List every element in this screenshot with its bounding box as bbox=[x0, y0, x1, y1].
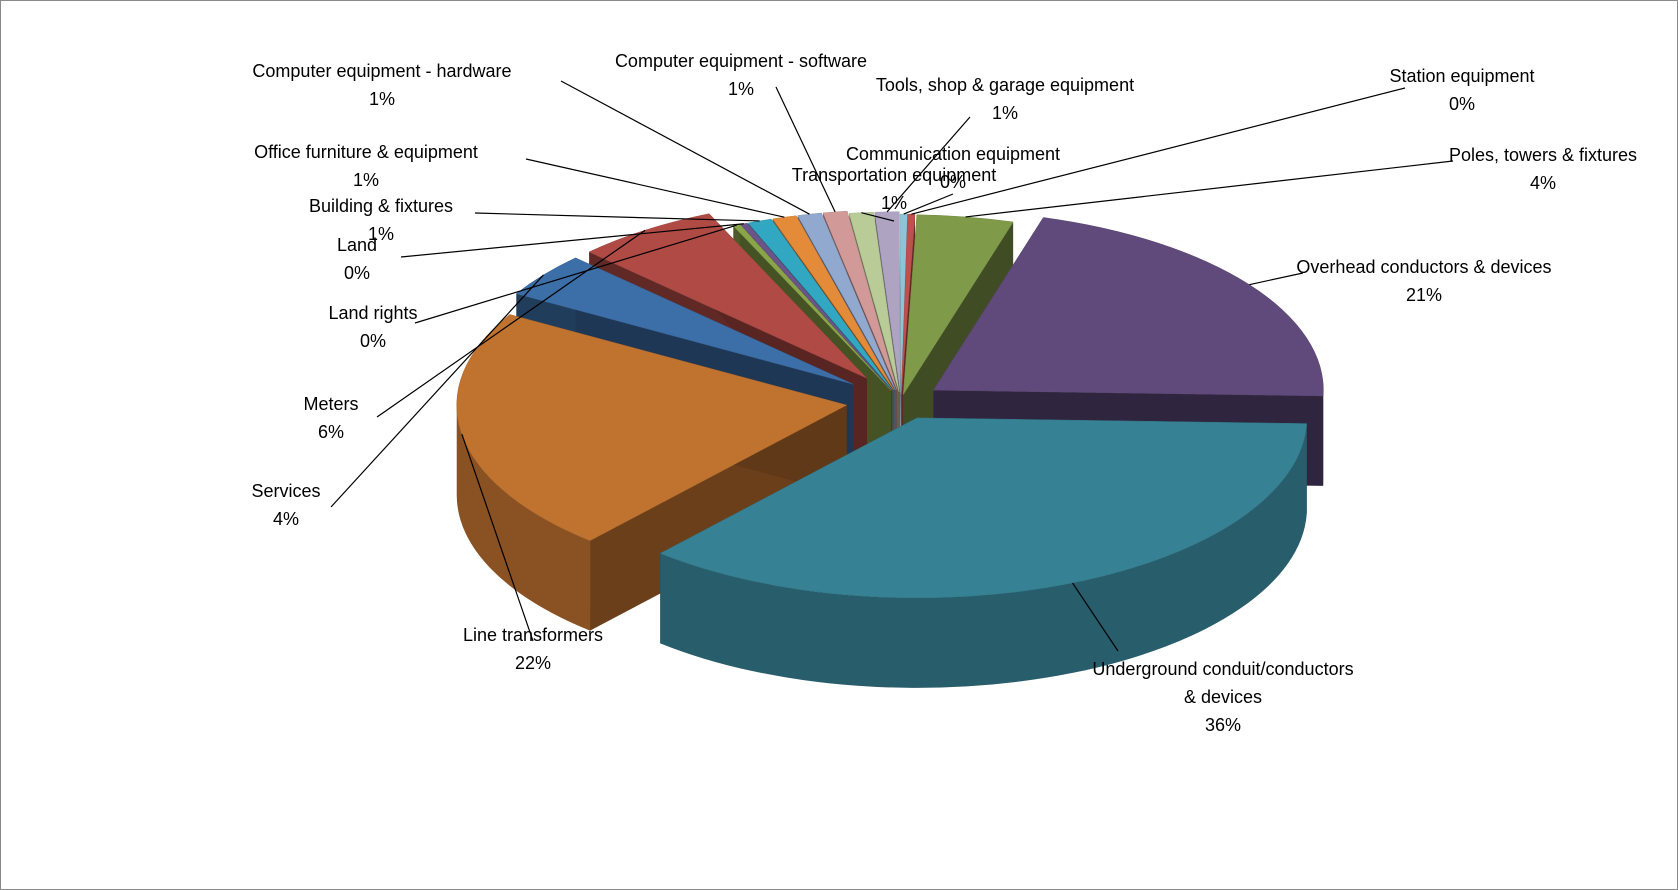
slice-label: Meters bbox=[303, 394, 358, 414]
slice-transportation-equipment bbox=[848, 211, 900, 392]
slice-percent: 1% bbox=[353, 170, 379, 190]
slice-label: & devices bbox=[1184, 687, 1262, 707]
slice-percent: 0% bbox=[1449, 94, 1475, 114]
slice-percent: 4% bbox=[273, 509, 299, 529]
slice-label: Services bbox=[251, 481, 320, 501]
slice-percent: 36% bbox=[1205, 715, 1241, 735]
leader-line bbox=[560, 80, 810, 215]
slice-percent: 0% bbox=[360, 331, 386, 351]
slice-label: Computer equipment - software bbox=[615, 51, 867, 71]
slice-percent: 1% bbox=[992, 103, 1018, 123]
slice-percent: 21% bbox=[1406, 285, 1442, 305]
leader-line bbox=[330, 274, 544, 508]
data-labels: Poles, towers & fixtures 4% Overhead condu… bbox=[251, 51, 1637, 735]
leader-line bbox=[474, 212, 760, 222]
leader-line bbox=[903, 193, 954, 215]
leader-line bbox=[461, 434, 534, 642]
slice-label: Transportation equipment bbox=[792, 165, 996, 185]
slice-percent: 22% bbox=[515, 653, 551, 673]
slice-label: Overhead conductors & devices bbox=[1296, 257, 1551, 277]
slice-label: Underground conduit/conductors bbox=[1092, 659, 1353, 679]
leader-line bbox=[775, 86, 836, 213]
leader-line bbox=[414, 224, 737, 324]
leader-line bbox=[886, 116, 971, 213]
slice-outer-wall bbox=[660, 423, 1307, 688]
slice-percent: 6% bbox=[318, 422, 344, 442]
slice-label: Office furniture & equipment bbox=[254, 142, 478, 162]
slice-label: Line transformers bbox=[463, 625, 603, 645]
slice-percent: 1% bbox=[728, 79, 754, 99]
slice-computer-equipment-hardware bbox=[797, 212, 896, 390]
slice-label: Communication equipment bbox=[846, 144, 1060, 164]
slice-percent: 0% bbox=[940, 172, 966, 192]
leader-lines bbox=[330, 80, 1454, 652]
leader-line bbox=[1249, 272, 1304, 286]
leader-line bbox=[965, 160, 1454, 218]
slice-station-equipment bbox=[901, 213, 916, 395]
slice-meters bbox=[588, 213, 868, 379]
slice-percent: 0% bbox=[344, 263, 370, 283]
slice-label: Tools, shop & garage equipment bbox=[876, 75, 1134, 95]
slice-overhead-conductors-devices bbox=[932, 217, 1324, 397]
leader-line bbox=[1072, 582, 1119, 652]
pie-tops bbox=[456, 210, 1324, 599]
slice-office-furniture-equipment bbox=[772, 215, 895, 391]
slice-services bbox=[515, 257, 854, 385]
slice-outer-wall bbox=[456, 405, 591, 631]
leader-line bbox=[861, 212, 895, 222]
slice-percent: 1% bbox=[881, 193, 907, 213]
leader-line bbox=[400, 223, 744, 258]
leader-line bbox=[911, 87, 1406, 215]
slice-percent: 4% bbox=[1530, 173, 1556, 193]
leader-line bbox=[376, 229, 646, 418]
leader-line bbox=[525, 158, 785, 218]
slice-percent: 1% bbox=[368, 224, 394, 244]
slice-label: Land bbox=[337, 235, 377, 255]
slice-label: Poles, towers & fixtures bbox=[1449, 145, 1637, 165]
slice-percent: 1% bbox=[369, 89, 395, 109]
slice-label: Station equipment bbox=[1389, 66, 1534, 86]
slice-label: Computer equipment - hardware bbox=[252, 61, 511, 81]
slice-label: Building & fixtures bbox=[309, 196, 453, 216]
slice-label: Land rights bbox=[328, 303, 417, 323]
